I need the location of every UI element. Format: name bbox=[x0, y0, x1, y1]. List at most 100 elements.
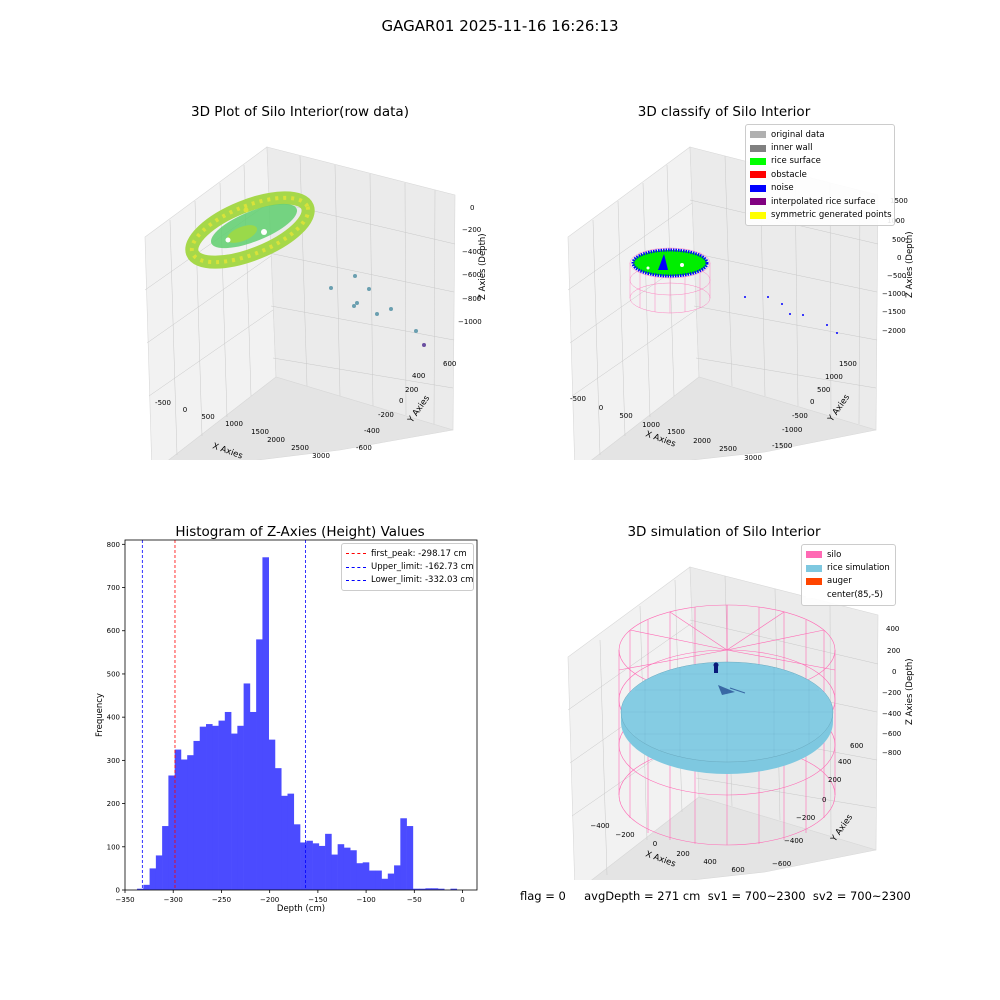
p1-xtick: 2500 bbox=[291, 444, 309, 452]
p1-ytick: -400 bbox=[364, 427, 380, 435]
x-tick-label: −250 bbox=[212, 896, 231, 904]
panel4-title: 3D simulation of Silo Interior bbox=[627, 524, 821, 540]
p2-ztick: −500 bbox=[887, 272, 906, 280]
legend-line bbox=[346, 566, 366, 568]
status-footer: flag = 0 avgDepth = 271 cm sv1 = 700~230… bbox=[520, 889, 911, 903]
histogram-bar bbox=[162, 826, 169, 890]
figure-title: GAGAR01 2025-11-16 16:26:13 bbox=[381, 17, 619, 35]
legend-label: Lower_limit: -332.03 cm bbox=[371, 575, 474, 586]
x-tick-label: 0 bbox=[460, 896, 464, 904]
y-tick-label: 100 bbox=[107, 843, 120, 851]
p2-xtick: 2000 bbox=[693, 437, 711, 445]
p2-xtick: 1500 bbox=[667, 428, 685, 436]
histogram-bar bbox=[231, 733, 238, 890]
p1-ztick: −400 bbox=[462, 248, 481, 256]
p4-ztick: 200 bbox=[887, 647, 900, 655]
legend-swatch bbox=[750, 184, 766, 192]
panel4-zlabel: Z Axies (Depth) bbox=[905, 658, 915, 725]
histogram-bar bbox=[187, 755, 194, 890]
legend-entry: symmetric generated points bbox=[750, 208, 892, 221]
histogram-bar bbox=[180, 759, 188, 890]
p1-ztick: −800 bbox=[462, 295, 481, 303]
legend-swatch bbox=[806, 551, 822, 559]
legend-label: center(85,-5) bbox=[827, 589, 883, 600]
histogram-bar bbox=[218, 720, 226, 890]
p1-ztick: −600 bbox=[462, 271, 481, 279]
p4-ytick: −600 bbox=[772, 860, 791, 868]
histogram-bar bbox=[425, 888, 432, 890]
histogram-frame bbox=[124, 539, 478, 891]
panel2-legend: original data inner wall rice surface ob… bbox=[745, 124, 895, 226]
histogram-bar bbox=[293, 824, 301, 890]
histogram-bar bbox=[306, 840, 313, 890]
histogram-bar bbox=[137, 888, 144, 890]
histogram-ylabel: Frequency bbox=[95, 693, 105, 737]
p1-ytick: -600 bbox=[356, 444, 372, 452]
legend-label: Upper_limit: -162.73 cm bbox=[371, 562, 474, 573]
p2-ztick: −2000 bbox=[882, 327, 906, 335]
p4-xtick: −200 bbox=[615, 831, 634, 839]
panel2-zlabel: Z Axies (Depth) bbox=[905, 231, 915, 298]
p4-xtick: 400 bbox=[703, 858, 716, 866]
histogram-bar bbox=[419, 888, 426, 890]
histogram-bar bbox=[312, 843, 320, 890]
p1-ztick: −1000 bbox=[458, 318, 482, 326]
p1-xtick: 1500 bbox=[251, 428, 269, 436]
p4-ztick: −200 bbox=[882, 689, 901, 697]
panel1-point-cloud bbox=[185, 191, 315, 269]
histogram-bar bbox=[400, 818, 407, 890]
p2-ytick: -500 bbox=[792, 412, 808, 420]
legend-label: obstacle bbox=[771, 169, 807, 180]
panel3-title: Histogram of Z-Axies (Height) Values bbox=[175, 524, 425, 540]
legend-entry: obstacle bbox=[750, 168, 890, 181]
p2-ytick: 500 bbox=[817, 386, 830, 394]
p4-ztick: −400 bbox=[882, 710, 901, 718]
panel4-3d-plot: −400 −200 0 200 400 600 X Axies −600 −40… bbox=[567, 566, 915, 880]
histogram-bar bbox=[249, 711, 257, 890]
histogram-y-ticks: 0 100 200 300 400 500 600 700 800 bbox=[107, 541, 125, 895]
legend-label: interpolated rice surface bbox=[771, 196, 876, 207]
p1-xtick: 1000 bbox=[225, 420, 243, 428]
histogram-bar bbox=[237, 725, 244, 890]
legend-swatch bbox=[750, 198, 766, 206]
histogram-bar bbox=[331, 854, 338, 890]
legend-swatch bbox=[750, 171, 766, 179]
histogram-bar bbox=[300, 842, 307, 890]
legend-label: rice surface bbox=[771, 156, 821, 167]
y-tick-label: 700 bbox=[107, 584, 120, 592]
histogram-bar bbox=[431, 888, 439, 890]
histogram-bar bbox=[394, 865, 401, 890]
legend-swatch bbox=[750, 211, 766, 219]
legend-entry: Upper_limit: -162.73 cm bbox=[346, 560, 474, 573]
y-tick-label: 400 bbox=[107, 714, 120, 722]
histogram-bar bbox=[212, 725, 219, 890]
panel2-x-ticks: -500 0 500 1000 1500 2000 2500 3000 bbox=[570, 395, 762, 460]
p1-ytick: 600 bbox=[443, 360, 456, 368]
panel1-y-ticks: -600 -400 -200 0 200 400 600 bbox=[356, 360, 456, 452]
panel1-zlabel: Z Axies (Depth) bbox=[478, 233, 488, 300]
y-tick-label: 300 bbox=[107, 757, 120, 765]
p1-ytick: 0 bbox=[399, 397, 403, 405]
legend-swatch bbox=[806, 591, 822, 599]
p2-ztick: −1000 bbox=[882, 290, 906, 298]
p4-ztick: −600 bbox=[882, 730, 901, 738]
legend-entry: silo bbox=[806, 548, 891, 561]
panel2-y-ticks: -1500 -1000 -500 0 500 1000 1500 bbox=[772, 360, 857, 450]
p4-ytick: 600 bbox=[850, 742, 863, 750]
histogram-vlines bbox=[141, 540, 307, 890]
legend-entry: Lower_limit: -332.03 cm bbox=[346, 574, 473, 587]
histogram-bar bbox=[362, 862, 370, 890]
legend-entry: center(85,-5) bbox=[806, 588, 891, 601]
panel2-noise-points bbox=[744, 296, 838, 334]
legend-label: symmetric generated points bbox=[771, 210, 892, 221]
p1-ytick: 400 bbox=[412, 372, 425, 380]
histogram-bar bbox=[256, 639, 263, 890]
panel2-z-ticks: 1500 1000 500 0 −500 −1000 −1500 −2000 bbox=[882, 197, 908, 335]
legend-entry: inner wall bbox=[750, 141, 890, 154]
p1-ztick: −200 bbox=[462, 226, 481, 234]
p4-ytick: 400 bbox=[838, 758, 851, 766]
panel4-y-ticks: −600 −400 −200 0 200 400 600 bbox=[772, 742, 863, 868]
histogram-bar bbox=[368, 870, 376, 890]
p4-ytick: 200 bbox=[828, 776, 841, 784]
p4-xtick: 0 bbox=[653, 840, 657, 848]
